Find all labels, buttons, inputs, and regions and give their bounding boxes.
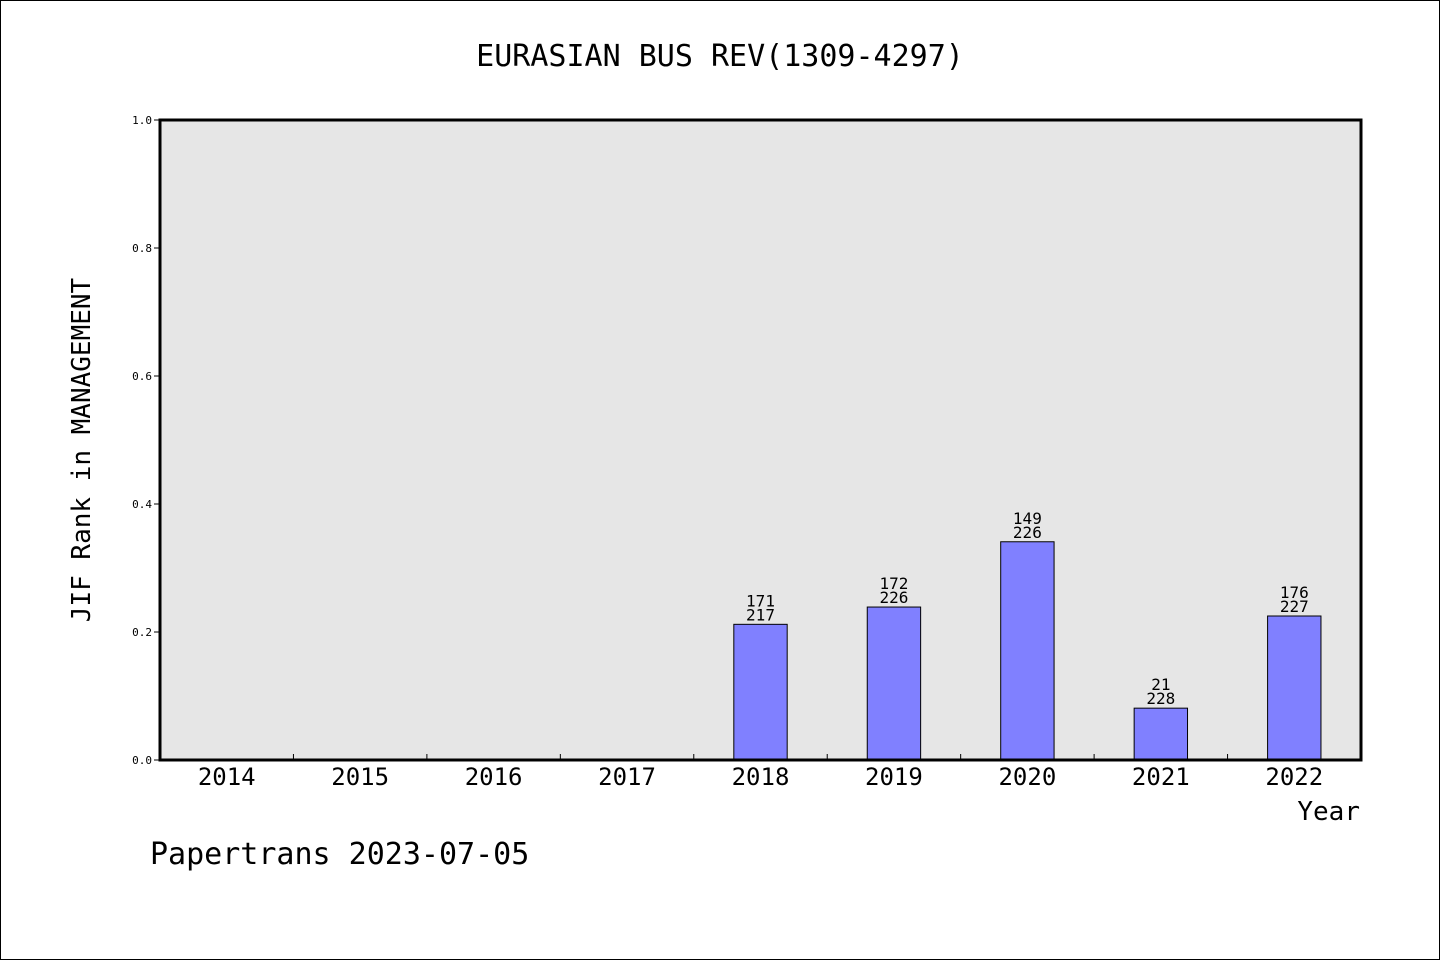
- y-tick-label: 0.2: [132, 626, 152, 639]
- y-tick-label: 1.0: [132, 114, 152, 127]
- bar-label-rank: 149: [1013, 509, 1042, 528]
- y-tick-label: 0.4: [132, 498, 152, 511]
- bar: [1000, 541, 1055, 761]
- bar-label-total: 217: [746, 605, 775, 624]
- x-tick-label: 2019: [865, 763, 923, 791]
- x-tick-label: 2016: [465, 763, 523, 791]
- bar-label-total: 226: [879, 588, 908, 607]
- ticks-layer: 0.0 0.2 0.4 0.6 0.8 1.0 2014 2015 2016 2017 2018 20…: [132, 114, 1323, 791]
- bar: [866, 606, 922, 761]
- chart-title: EURASIAN BUS REV(1309-4297): [476, 39, 964, 74]
- x-axis-label: Year: [1297, 797, 1360, 827]
- plot-border: [158, 118, 1363, 762]
- x-tick-label: 2017: [598, 763, 656, 791]
- x-tick-label: 2021: [1132, 763, 1190, 791]
- y-tick-label: 0.6: [132, 370, 152, 383]
- x-tick-label: 2018: [732, 763, 790, 791]
- y-axis-label: JIF Rank in MANAGEMENT: [67, 277, 97, 622]
- bar-label-total: 226: [1013, 523, 1042, 542]
- y-tick-label: 0.8: [132, 242, 152, 255]
- bar-label-rank: 171: [746, 591, 775, 610]
- footer-credit: Papertrans 2023-07-05: [150, 837, 529, 872]
- bar-label-rank: 172: [879, 574, 908, 593]
- bar-label-rank: 176: [1280, 583, 1309, 602]
- bar-label-total: 228: [1146, 689, 1175, 708]
- bar-label-total: 227: [1280, 597, 1309, 616]
- x-tick-label: 2015: [331, 763, 389, 791]
- y-tick-label: 0.0: [132, 754, 152, 767]
- bar: [733, 623, 788, 761]
- bar: [1133, 707, 1189, 761]
- bar-label-rank: 21: [1151, 675, 1170, 694]
- x-tick-label: 2020: [998, 763, 1056, 791]
- bar: [1267, 615, 1322, 761]
- x-tick-label: 2022: [1265, 763, 1323, 791]
- x-tick-label: 2014: [198, 763, 256, 791]
